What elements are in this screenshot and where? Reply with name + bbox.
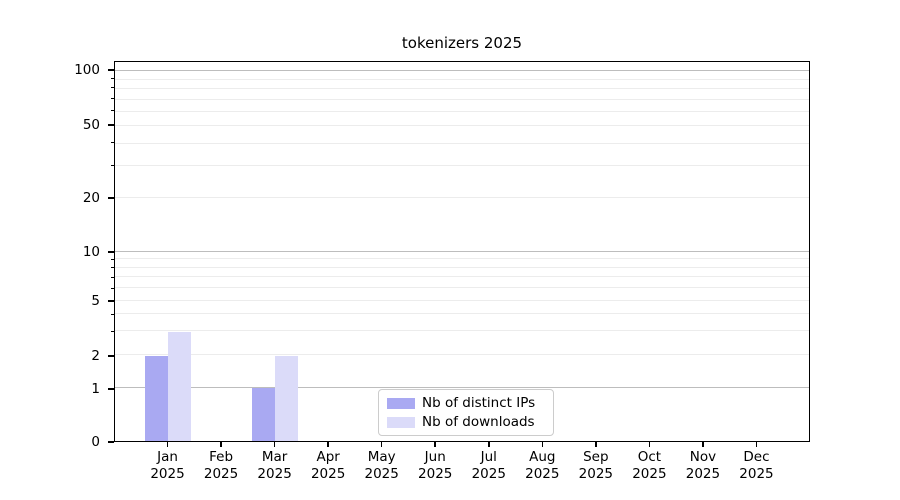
gridline-minor [115,165,809,167]
y-minor-tick-mark [111,110,114,112]
x-tick-label-apr: Apr 2025 [310,449,346,482]
gridline-major [115,70,809,72]
chart-title: tokenizers 2025 [401,34,523,52]
y-minor-tick-mark [111,267,114,269]
y-minor-tick-mark [111,142,114,144]
y-tick-label: 5 [91,292,100,309]
x-tick-label-oct: Oct 2025 [632,449,667,482]
x-tick-mark [648,442,651,447]
y-tick-mark [108,124,114,126]
gridline-minor [115,98,809,100]
legend-swatch-distinct-ips-icon [387,397,415,409]
x-tick-label-mar: Mar 2025 [257,449,292,482]
gridline-minor [115,299,809,301]
y-tick-mark [108,197,114,199]
y-tick-mark [108,441,114,443]
x-tick-label-sep: Sep 2025 [578,449,614,482]
y-tick-label: 2 [91,348,100,364]
legend-label-distinct-ips: Nb of distinct IPs [422,394,536,411]
x-tick-mark [166,442,169,447]
y-tick-label: 0 [91,434,100,450]
x-tick-mark [327,442,329,447]
gridlines-layer [115,62,809,441]
x-tick-label-jul: Jul 2025 [471,449,506,482]
x-tick-label-may: May 2025 [364,449,399,482]
bars-layer [115,62,809,441]
plot-area [114,61,810,442]
gridline-minor [115,110,809,112]
y-tick-label: 1 [91,381,100,397]
y-minor-tick-mark [111,165,114,167]
gridline-minor [115,330,809,332]
y-minor-tick-mark [111,77,114,79]
y-tick-mark [108,69,114,71]
legend-label-downloads: Nb of downloads [422,413,535,430]
gridline-minor [115,286,809,288]
y-tick-mark [108,355,114,357]
gridline-minor [115,266,809,268]
legend-swatch-downloads-icon [387,416,415,428]
x-tick-label-jun: Jun 2025 [418,449,453,482]
y-tick-label: 50 [82,117,100,133]
bar-nb-of-downloads-jan [168,331,192,441]
y-tick-label: 100 [74,61,100,78]
y-minor-tick-mark [111,331,114,333]
x-tick-label-dec: Dec 2025 [739,449,774,482]
y-minor-tick-mark [111,97,114,99]
x-tick-mark [595,442,597,447]
x-tick-mark [755,442,758,447]
gridline-major [115,386,809,388]
y-tick-mark [108,388,114,390]
gridline-major [115,250,809,252]
y-minor-tick-mark [111,258,114,260]
y-minor-tick-mark [111,276,114,278]
gridline-minor [115,87,809,89]
bar-nb-of-distinct-ips-jan [145,355,169,441]
x-tick-mark [541,442,544,447]
x-tick-label-nov: Nov 2025 [685,449,721,482]
legend-item-downloads: Nb of downloads [387,413,545,430]
gridline-minor [115,312,809,314]
x-tick-label-feb: Feb 2025 [203,449,239,482]
gridline-minor [115,354,809,356]
bar-nb-of-distinct-ips-mar [251,388,275,441]
bar-nb-of-downloads-mar [274,355,298,441]
y-tick-mark [108,251,114,253]
y-tick-label: 10 [82,243,100,260]
x-tick-mark [434,442,436,447]
gridline-minor [115,276,809,277]
gridline-minor [115,142,809,144]
x-tick-mark [488,442,490,447]
x-tick-mark [220,442,222,447]
gridline-minor [115,125,809,126]
gridline-minor [115,258,809,260]
gridline-minor [115,197,809,199]
x-tick-mark [380,442,383,447]
legend-item-distinct-ips: Nb of distinct IPs [387,394,545,411]
x-tick-mark [702,442,704,447]
y-tick-label: 20 [82,190,100,206]
y-minor-tick-mark [111,87,114,89]
x-tick-label-jan: Jan 2025 [150,449,185,482]
legend: Nb of distinct IPs Nb of downloads [378,389,554,436]
y-tick-mark [108,300,114,302]
gridline-minor [115,78,809,80]
y-minor-tick-mark [111,287,114,289]
x-tick-mark [273,442,276,447]
y-minor-tick-mark [111,313,114,315]
x-tick-label-aug: Aug 2025 [525,449,560,482]
